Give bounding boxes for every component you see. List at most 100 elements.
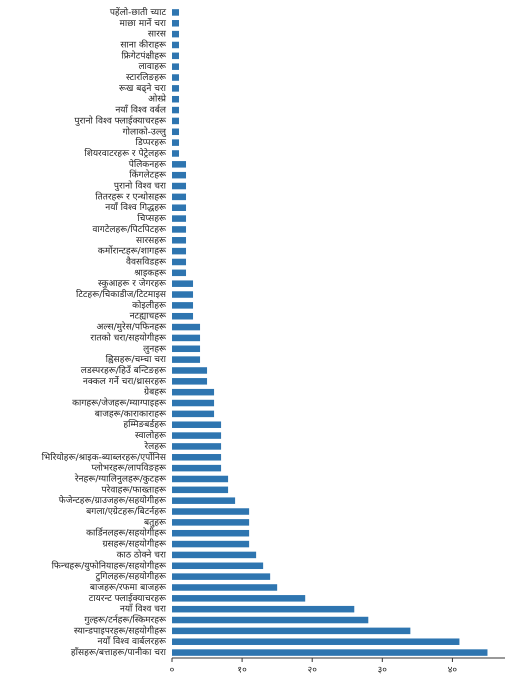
bar <box>172 508 250 515</box>
y-tick-label: ओस्प्रे <box>148 93 167 105</box>
y-tick-label: टिटहरू/चिकाडीज/टिटमाइस <box>76 288 167 300</box>
bar <box>172 410 215 418</box>
y-tick-label: नयाँ विश्व चरा <box>120 603 167 615</box>
bar <box>172 649 488 656</box>
bar <box>172 302 194 309</box>
y-tick-label: प्लोभरहरू/लापविङहरू <box>91 462 167 474</box>
bar <box>172 204 187 211</box>
y-tick-label: टुगिलहरू/सहयोगीहरू <box>95 570 167 582</box>
bar <box>172 540 250 548</box>
y-tick-label: नटह्याचहरू <box>130 312 167 322</box>
y-tick-label: नयाँ विश्व वर्बल <box>115 104 167 116</box>
bar <box>172 627 411 635</box>
bar <box>172 52 180 60</box>
y-tick-label: रेलहरू <box>144 440 167 452</box>
y-tick-label: स्कुआहरू र जेगरहरू <box>98 277 167 289</box>
bar <box>172 237 187 244</box>
y-tick-label: बाजहरू/काराकाराहरू <box>95 409 167 419</box>
bar <box>172 454 222 461</box>
y-tick-label: भिरियोहरू/श्राइक-ब्याब्लरहरू/एर्पोनिस <box>42 451 167 463</box>
y-tick-label: ग्रेबहरू <box>144 386 167 398</box>
y-tick-label: रूख बढ्ने चरा <box>119 82 167 94</box>
bar <box>172 562 264 570</box>
bar <box>172 616 369 624</box>
bar <box>172 258 187 266</box>
y-tick-label: लावाहरू <box>138 62 167 72</box>
bar <box>172 519 250 526</box>
y-tick-label: रेनहरू/ग्यालिनुलहरू/कुटहरू <box>74 472 167 484</box>
y-tick-label: कर्मोरान्टहरू/शागहरू <box>98 245 167 257</box>
bar <box>172 161 187 168</box>
y-tick-label: चिप्सहरू <box>137 212 167 224</box>
y-tick-label: लडस्परहरू/हिउँ बन्टिङहरू <box>81 364 167 376</box>
y-tick-label: नयाँ विश्व गिद्धहरू <box>105 201 167 213</box>
bar <box>172 291 194 298</box>
y-tick-label: पुरानो विश्व चरा <box>114 180 167 192</box>
y-tick-label: फ्रिगेटपंक्षीहरू <box>121 49 167 61</box>
y-tick-label: हम्मिङबर्डहरू <box>123 418 167 430</box>
bar <box>172 323 201 331</box>
y-tick-label: लुनहरू <box>143 344 167 354</box>
bar <box>172 280 194 287</box>
bar <box>172 30 180 38</box>
y-tick-label: अल्स/मुरेस/पफिनहरू <box>97 321 167 333</box>
y-tick-label: सारसहरू <box>136 236 167 246</box>
bar <box>172 41 180 49</box>
y-tick-label: ग्रसहरू/सहयोगीहरू <box>102 538 167 550</box>
bar <box>172 63 180 70</box>
y-tick-label: रातको चरा/सहयोगीहरू <box>90 331 167 343</box>
bar <box>172 334 201 342</box>
y-tick-label: गोलाको-उल्लु <box>123 125 167 137</box>
y-tick-label: बतुहरू <box>144 518 167 528</box>
y-tick-label: कार्डिनलहरू/सहयोगीहरू <box>86 527 167 539</box>
bar <box>172 128 180 136</box>
bar <box>172 573 271 580</box>
y-tick-label: नयाँ विश्व वार्बलरहरू <box>98 635 167 647</box>
y-tick-label: शियरवाटरहरू र पेट्रेलहरू <box>84 147 167 159</box>
y-tick-label: वागटेलहरू/पिटपिटहरू <box>92 223 167 235</box>
bar <box>172 117 180 125</box>
bar <box>172 356 201 363</box>
y-tick-label: परेवाहरू/फाख्ताहरू <box>102 483 167 495</box>
bar <box>172 486 229 494</box>
bar <box>172 378 208 385</box>
y-tick-label: स्यान्डपाइपरहरू/सहयोगीहरू <box>74 624 167 636</box>
bar <box>172 443 222 450</box>
y-tick-label: स्वालोहरू <box>135 429 167 441</box>
bar <box>172 139 180 146</box>
bar <box>172 421 222 428</box>
bar <box>172 20 180 27</box>
y-tick-label: श्राइकहरू <box>134 268 167 278</box>
bar <box>172 247 187 255</box>
bar <box>172 74 180 81</box>
bar <box>172 106 180 114</box>
bar <box>172 367 208 374</box>
x-tick-label: ३० <box>378 666 388 676</box>
y-tick-label: साना कीराहरू <box>120 38 167 50</box>
x-tick-label: ४० <box>448 666 458 676</box>
y-tick-label: गुल्हरू/टर्नहरू/स्किमरहरू <box>84 614 167 626</box>
y-tick-label: ह्विसहरू/चम्चा चरा <box>106 353 167 365</box>
bar <box>172 9 180 16</box>
bar <box>172 182 187 190</box>
bar <box>172 551 257 559</box>
bar <box>172 226 187 233</box>
bar <box>172 193 187 201</box>
bar <box>172 464 222 472</box>
x-tick-label: १० <box>237 666 247 676</box>
bar <box>172 388 215 396</box>
y-tick-label: माछा मार्ने चरा <box>119 17 166 29</box>
y-tick-label: टायरन्ट फ्लाईक्याचरहरू <box>89 592 167 604</box>
bar <box>172 345 201 353</box>
bar <box>172 150 180 157</box>
bar <box>172 497 236 504</box>
y-tick-label: फेजेन्टहरू/ग्राउजहरू/सहयोगीहरू <box>59 494 167 506</box>
y-tick-label: काठ ठोक्ने चरा <box>117 548 167 560</box>
bar <box>172 475 229 483</box>
y-tick-label: बगला/एग्रेटहरू/बिटर्नहरू <box>86 505 167 517</box>
y-tick-label: पेलिकनहरू <box>129 158 167 170</box>
y-tick-label: डिप्परहरू <box>136 136 167 148</box>
y-tick-label: हाँसहरू/बत्ताहरू/पानीका चरा <box>71 646 167 658</box>
